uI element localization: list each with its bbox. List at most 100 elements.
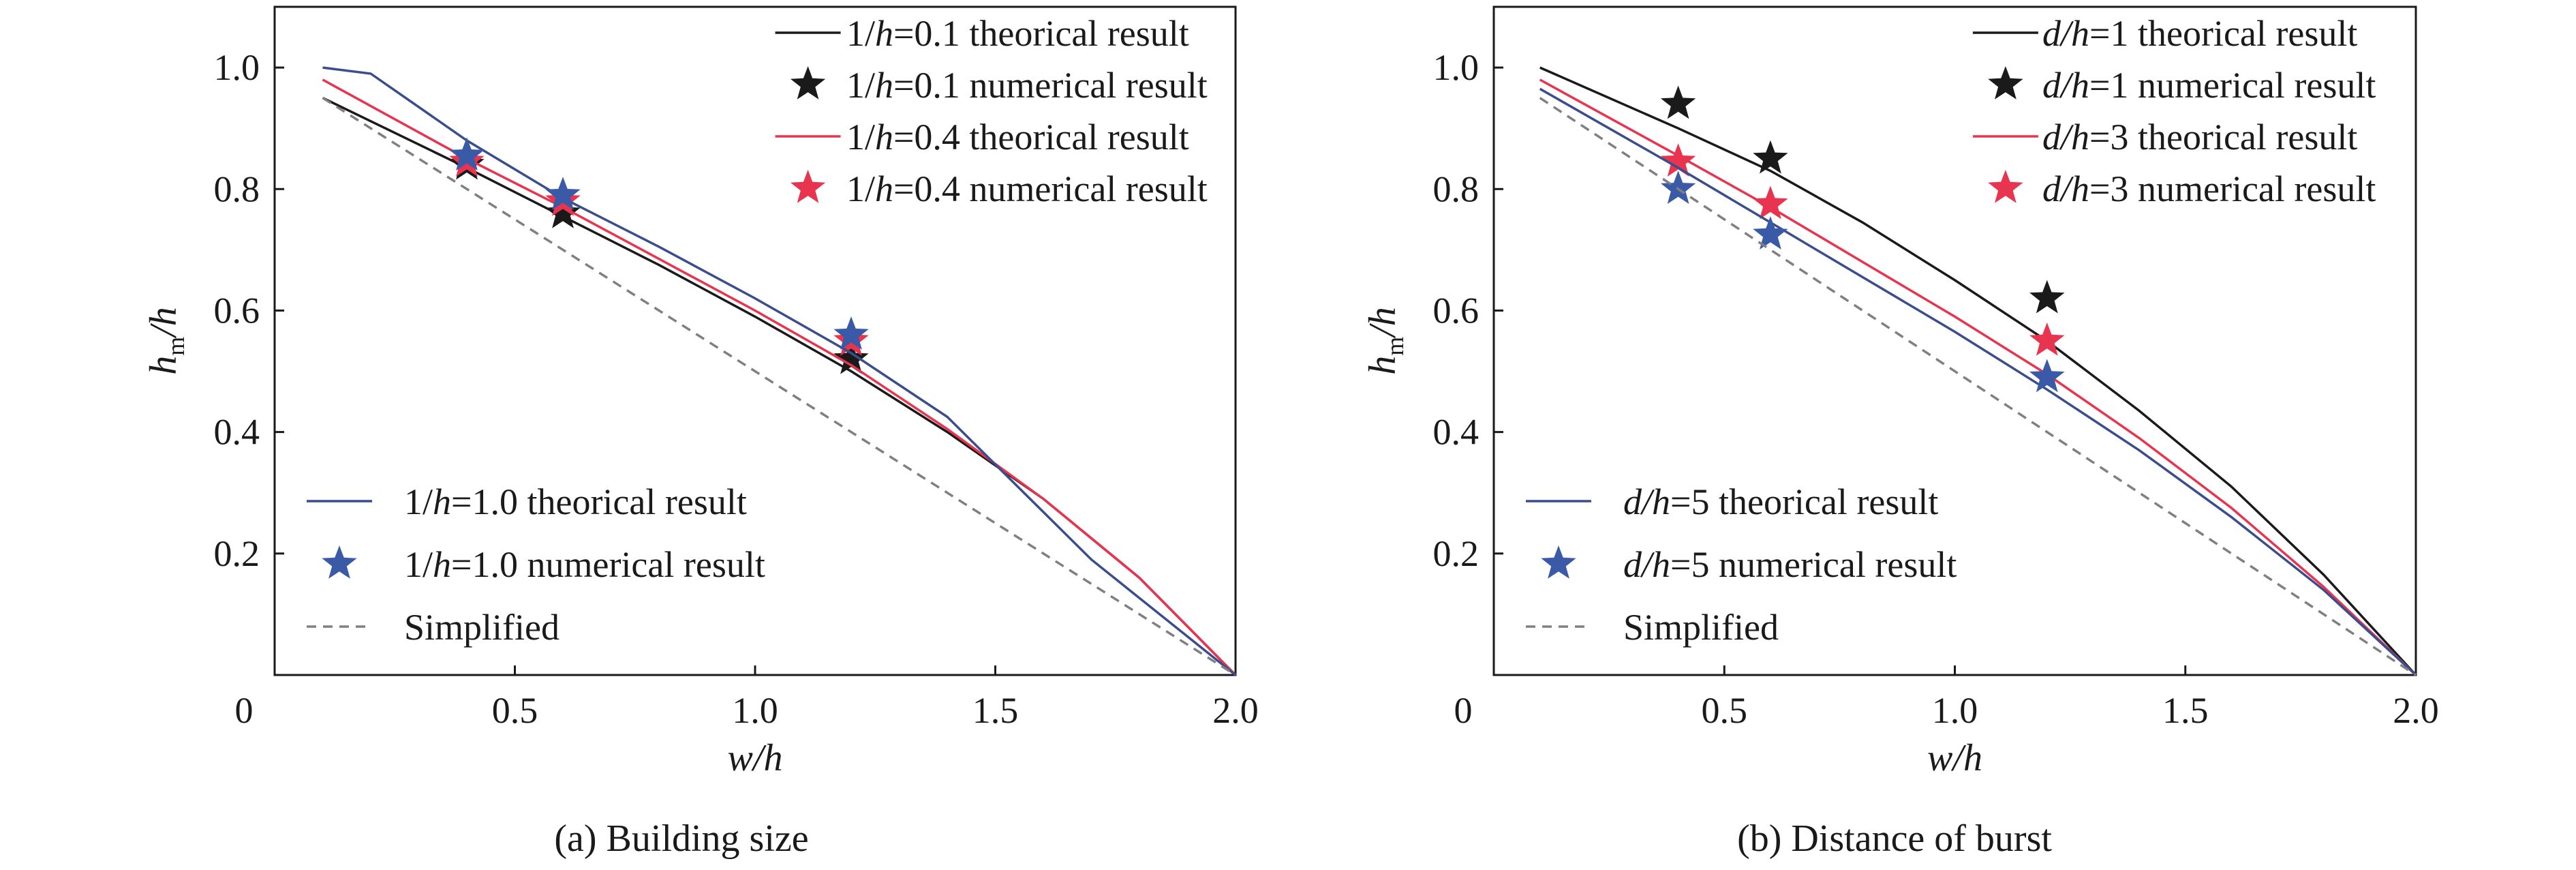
x-tick-label: 0.5 (492, 690, 538, 731)
legend-entry: 1/h=0.1 theorical result (775, 13, 1189, 54)
legend-label-suffix: =1 numerical result (2089, 65, 2376, 106)
data-point-star (545, 177, 581, 210)
data-point-star (1753, 185, 1788, 220)
legend-label: d/h=3 theorical result (2042, 117, 2357, 158)
series-line (1539, 97, 2417, 676)
legend-entry: 1/h=0.4 numerical result (790, 168, 1208, 209)
legend-entry: 1/h=1.0 numerical result (322, 544, 765, 585)
legend-label: d/h=5 theorical result (1623, 481, 1938, 522)
legend-label-prefix: 1/ (404, 481, 433, 522)
legend-label: d/h=1 theorical result (2042, 13, 2357, 54)
legend-entry: d/h=3 numerical result (1988, 168, 2376, 209)
legend-label-suffix: =3 theorical result (2089, 117, 2357, 158)
data-point-star (1660, 170, 1696, 205)
series-line (1539, 78, 2417, 676)
legend-label-prefix: 1/ (846, 13, 875, 54)
legend-star-swatch (790, 66, 826, 100)
y-tick-label: 0.8 (1433, 168, 1479, 209)
legend-label-variable: d/h (2042, 13, 2089, 54)
legend-label: 1/h=1.0 theorical result (404, 481, 747, 522)
x-tick-label: 1.0 (732, 690, 778, 731)
legend-label-suffix: =0.1 theorical result (893, 13, 1189, 54)
legend-label: d/h=5 numerical result (1623, 544, 1957, 585)
legend-label-suffix: =1 theorical result (2089, 13, 2357, 54)
y-axis-label: hm/h (1362, 307, 1409, 375)
legend-label: d/h=1 numerical result (2042, 65, 2376, 106)
x-tick-label: 0.5 (1702, 690, 1748, 731)
legend-label-prefix: 1/ (846, 168, 875, 209)
legend-star-swatch (790, 170, 826, 203)
legend-star-swatch (322, 545, 357, 579)
chart-panel-a: 0 0.5 1.0 1.5 2.00.20.40.60.81.0w/hhm/h1/h=0… (142, 5, 1259, 860)
data-point-star (2029, 280, 2065, 314)
panel-caption: (b) Distance of burst (1737, 817, 2052, 860)
legend-label-variable: d/h (2042, 117, 2089, 158)
y-axis-label: hm/h (142, 307, 189, 375)
legend-label-prefix: 1/ (846, 117, 875, 158)
series-line (322, 78, 1237, 676)
legend-label-variable: h (433, 481, 451, 522)
series-line (322, 66, 1237, 676)
chart-panel-b: 0 0.5 1.0 1.5 2.00.20.40.60.81.0w/hhm/hd/h=1… (1362, 5, 2439, 860)
data-point-star (2029, 359, 2065, 393)
y-axis-label-tail: /h (142, 307, 185, 339)
legend-label: 1/h=0.1 theorical result (846, 13, 1189, 54)
data-point-star (833, 340, 869, 374)
legend-entry: d/h=1 numerical result (1988, 65, 2376, 106)
legend-label: d/h=3 numerical result (2042, 168, 2376, 209)
x-tick-label: 0 (235, 690, 254, 731)
y-tick-label: 0.2 (214, 533, 260, 574)
x-tick-label: 1.5 (972, 690, 1019, 731)
legend-entry: d/h=1 theorical result (1972, 13, 2357, 54)
legend-label-variable: d/h (2042, 65, 2089, 106)
legend-label-suffix: =1.0 theorical result (451, 481, 747, 522)
legend-label-variable: d/h (2042, 168, 2089, 209)
x-axis-label: w/h (728, 737, 783, 779)
x-tick-label: 2.0 (2393, 690, 2439, 731)
data-point-star (449, 137, 485, 171)
y-tick-label: 0.2 (1433, 533, 1479, 574)
series-line (322, 97, 1236, 676)
data-point-star (833, 316, 869, 350)
legend-label: 1/h=0.1 numerical result (846, 65, 1208, 106)
legend-bottom-left: d/h=5 theorical result d/h=5 numerical re… (1526, 481, 1957, 648)
legend-label-suffix: =3 numerical result (2089, 168, 2376, 209)
legend-label-variable: h (875, 168, 893, 209)
data-point-star (1660, 143, 1696, 177)
legend-star-swatch (1988, 170, 2023, 203)
legend-label-variable: d/h (1623, 481, 1670, 522)
legend-star-swatch (1988, 66, 2023, 100)
legend-entry: d/h=5 numerical result (1541, 544, 1957, 585)
legend-entry: d/h=3 theorical result (1972, 117, 2357, 158)
y-axis-label-main: h (142, 356, 185, 375)
legend-label: 1/h=1.0 numerical result (404, 544, 765, 585)
y-tick-label: 0.4 (214, 412, 260, 453)
y-tick-label: 1.0 (214, 47, 260, 88)
data-point-star (1753, 140, 1788, 174)
legend-label-suffix: =0.4 theorical result (893, 117, 1189, 158)
y-axis-label-subscript: m (162, 337, 189, 356)
y-tick-label: 1.0 (1433, 47, 1479, 88)
legend-entry: 1/h=0.1 numerical result (790, 65, 1208, 106)
legend-label-prefix: Simplified (404, 607, 559, 648)
legend-label-suffix: =1.0 numerical result (451, 544, 765, 585)
y-axis-label-main: h (1362, 356, 1404, 375)
series-line (1539, 66, 2417, 676)
y-tick-label: 0.6 (1433, 290, 1479, 331)
y-tick-label: 0.6 (214, 290, 260, 331)
y-axis-label-subscript: m (1381, 337, 1409, 356)
legend-label: 1/h=0.4 numerical result (846, 168, 1208, 209)
panel-caption: (a) Building size (554, 817, 808, 860)
legend-label: Simplified (1623, 607, 1779, 648)
legend-entry: d/h=5 theorical result (1526, 481, 1938, 522)
legend-label-suffix: =5 theorical result (1670, 481, 1938, 522)
legend-label-prefix: Simplified (1623, 607, 1779, 648)
y-tick-label: 0.8 (214, 168, 260, 209)
legend-entry: Simplified (307, 607, 559, 648)
legend-label-prefix: 1/ (846, 65, 875, 106)
y-tick-label: 0.4 (1433, 412, 1479, 453)
x-tick-label: 0 (1454, 690, 1473, 731)
y-axis-label-tail: /h (1362, 307, 1404, 339)
